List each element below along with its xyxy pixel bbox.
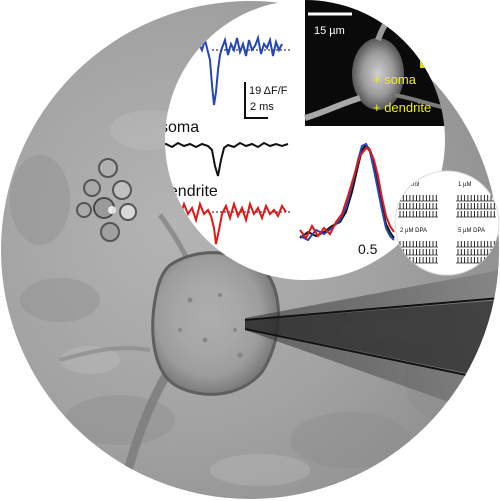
spike-label-3: 5 µM DPA [458, 228, 485, 234]
spike-label-2: 2 µM DPA [400, 228, 427, 234]
fluorescence-panel: 15 µm + soma + dendrite [304, 0, 445, 126]
trace-blue [195, 34, 290, 106]
traces-inset: 15 µm + soma + dendrite 19 ΔF/F 2 ms som… [160, 0, 445, 280]
label-dendrite: dendrite [160, 183, 218, 200]
scale-bar-label: 15 µm [314, 25, 345, 37]
overlay-traces: 0.5 [299, 142, 395, 257]
spike-label-1: 1 µM [458, 182, 471, 188]
scale-time-label: 2 ms [250, 101, 274, 113]
scale-amplitude-label: 19 ΔF/F [249, 85, 288, 97]
spike-train-inset: Control 1 µM 2 µM DPA 5 µM DPA [394, 170, 500, 276]
label-soma: soma [160, 119, 199, 136]
marker-soma: + soma [373, 72, 417, 87]
marker-dendrite: + dendrite [373, 100, 431, 115]
overlay-axis-label: 0.5 [358, 241, 378, 257]
trace-black [165, 141, 289, 177]
cell-cluster [76, 158, 137, 242]
trace-red [171, 200, 290, 245]
patch-pipette [244, 270, 499, 420]
trace-scale-bar: 19 ΔF/F 2 ms [244, 82, 288, 119]
